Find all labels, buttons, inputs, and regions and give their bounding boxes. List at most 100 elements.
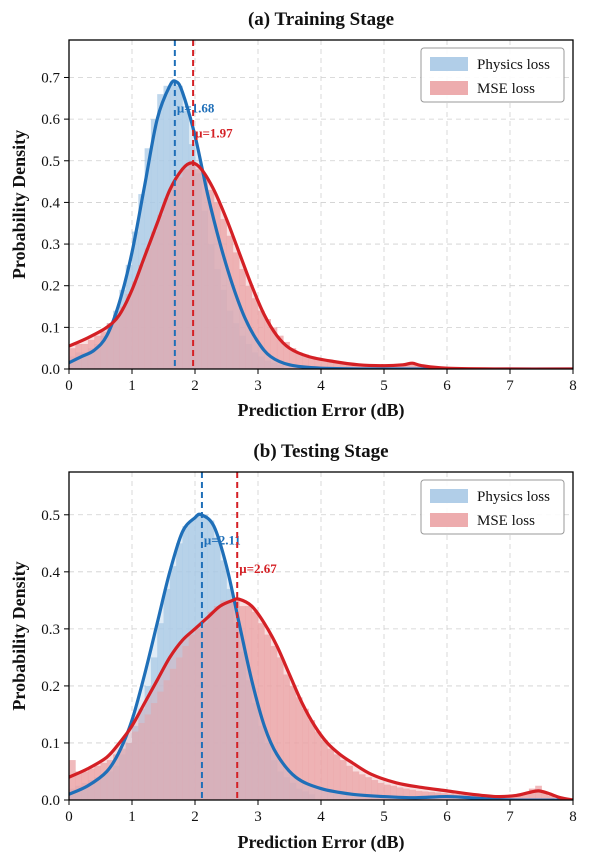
- hist-bar: [100, 762, 108, 800]
- hist-bar: [163, 680, 171, 800]
- legend-label-mse: MSE loss: [477, 513, 535, 529]
- x-tick-label: 8: [569, 378, 577, 394]
- x-tick-label: 0: [65, 809, 73, 825]
- mean-label-physics: μ=1.68: [177, 101, 215, 116]
- y-tick-label: 0.5: [41, 508, 60, 524]
- y-tick-label: 0.4: [41, 195, 60, 211]
- x-tick-label: 4: [317, 809, 325, 825]
- hist-bar: [402, 364, 410, 369]
- hist-bar: [365, 777, 372, 800]
- y-tick-label: 0.0: [41, 362, 60, 378]
- hist-bar: [163, 198, 171, 369]
- hist-bar: [157, 214, 164, 369]
- hist-bar: [176, 657, 183, 800]
- hist-bar: [264, 634, 271, 800]
- panel-testing-stage: (b) Testing Stage μ=2.11 μ=2.67 0 1 2 3 4 5 6 7 8 0.…: [9, 441, 577, 853]
- hist-bar: [352, 364, 360, 369]
- hist-bar: [516, 795, 523, 800]
- y-tick-label: 0.7: [41, 70, 60, 86]
- hist-bar: [302, 708, 309, 800]
- y-tick-label: 0.3: [41, 237, 60, 253]
- hist-bar: [75, 771, 82, 800]
- hist-bar: [132, 731, 139, 800]
- hist-bar: [276, 657, 284, 800]
- hist-bar: [377, 782, 385, 800]
- x-tick-label: 6: [443, 809, 451, 825]
- hist-bar: [321, 740, 328, 800]
- hist-bar: [327, 361, 334, 369]
- kde-line-mse: [69, 597, 573, 800]
- chart-title: (b) Testing Stage: [253, 441, 388, 462]
- hist-bar: [232, 252, 240, 369]
- hist-bar: [283, 341, 290, 369]
- hist-bar: [182, 645, 190, 800]
- hist-bar: [201, 623, 208, 800]
- hist-bar: [528, 788, 536, 800]
- hist-bar: [365, 365, 372, 369]
- hist-bar: [119, 306, 127, 369]
- y-axis-label: Probability Density: [9, 130, 29, 279]
- hist-bar: [220, 219, 227, 369]
- x-tick-label: 7: [506, 809, 514, 825]
- hist-bar: [547, 795, 555, 800]
- x-tick-label: 1: [128, 378, 136, 394]
- hist-bar: [390, 785, 397, 800]
- y-tick-label: 0.5: [41, 154, 60, 170]
- hist-bar: [321, 360, 328, 369]
- hist-bar: [333, 754, 341, 800]
- x-ticks: 0 1 2 3 4 5 6 7 8: [65, 800, 577, 825]
- kde-line-physics: [69, 79, 573, 369]
- hist-bar: [113, 314, 120, 369]
- hist-bar: [144, 248, 152, 369]
- hist-bar: [295, 352, 303, 369]
- hist-bar: [371, 780, 379, 800]
- mean-label-mse: μ=2.67: [239, 561, 277, 576]
- plot-area: [69, 79, 573, 369]
- hist-bar: [195, 628, 202, 800]
- hist-bar: [358, 774, 366, 800]
- hist-bar: [239, 269, 246, 369]
- hist-bar: [138, 264, 145, 369]
- kde-line-physics: [69, 512, 573, 800]
- x-tick-label: 2: [191, 809, 199, 825]
- hist-bar: [226, 235, 234, 369]
- mean-label-mse: μ=1.97: [195, 126, 233, 141]
- x-tick-label: 5: [380, 378, 388, 394]
- hist-bar: [535, 785, 542, 800]
- hist-bar: [308, 720, 316, 800]
- hist-bar: [207, 611, 215, 800]
- hist-bar: [314, 731, 322, 800]
- legend-swatch-mse: [430, 513, 468, 527]
- y-tick-label: 0.3: [41, 622, 60, 638]
- hist-bar: [220, 600, 227, 800]
- x-axis-label: Prediction Error (dB): [238, 832, 405, 853]
- hist-bar: [201, 177, 208, 369]
- hist-bar: [69, 348, 76, 369]
- hist-bar: [339, 363, 347, 369]
- hist-bar: [421, 791, 429, 800]
- legend: Physics loss MSE loss: [420, 47, 565, 103]
- kde-area-physics: [69, 80, 573, 369]
- hist-bar: [94, 335, 101, 369]
- x-tick-label: 3: [254, 809, 262, 825]
- legend-label-mse: MSE loss: [477, 81, 535, 97]
- y-tick-label: 0.1: [41, 320, 60, 336]
- hist-bar: [176, 177, 183, 369]
- hist-bar: [144, 714, 152, 800]
- hist-bar: [270, 327, 278, 369]
- hist-bar: [409, 789, 416, 800]
- legend-label-physics: Physics loss: [477, 489, 550, 505]
- y-tick-label: 0.2: [41, 679, 60, 695]
- hist-bar: [125, 294, 133, 369]
- x-tick-label: 7: [506, 378, 514, 394]
- chart-title: (a) Training Stage: [248, 9, 394, 30]
- hist-bar: [402, 788, 410, 800]
- y-ticks: 0.0 0.1 0.2 0.3 0.4 0.5 0.6 0.7: [41, 70, 69, 378]
- hist-bar: [264, 319, 271, 369]
- hist-bar: [87, 339, 95, 369]
- histogram-mse: [69, 164, 429, 369]
- hist-bar: [396, 787, 404, 800]
- hist-bar: [150, 703, 158, 800]
- hist-bar: [352, 771, 360, 800]
